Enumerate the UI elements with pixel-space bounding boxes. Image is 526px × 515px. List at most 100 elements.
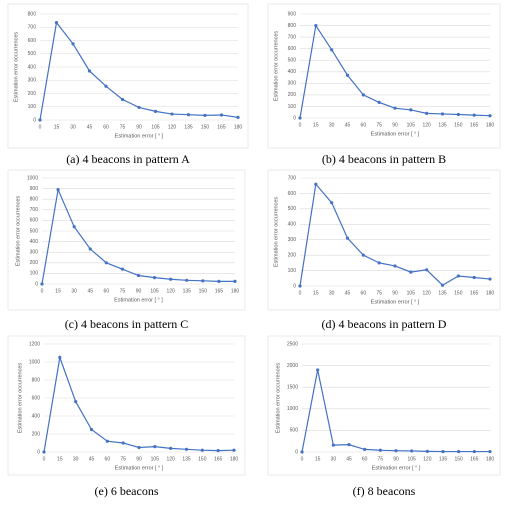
x-tick-label: 120 — [422, 122, 431, 128]
chart-frame — [7, 3, 249, 149]
y-tick-label: 2500 — [287, 341, 298, 347]
data-point — [345, 73, 350, 77]
x-tick-label: 75 — [120, 288, 126, 294]
x-tick-label: 165 — [470, 456, 479, 462]
caption: (e) 6 beacons — [95, 484, 159, 498]
data-point — [331, 443, 335, 447]
x-tick-label: 30 — [329, 290, 335, 296]
x-tick-label: 60 — [103, 124, 109, 130]
data-point — [169, 277, 173, 281]
y-tick-label: 800 — [28, 11, 37, 17]
data-point — [236, 115, 240, 119]
y-axis-title: Estimation error occurrences — [275, 363, 281, 434]
x-tick-label: 30 — [331, 456, 337, 462]
y-tick-label: 1200 — [29, 341, 40, 347]
x-tick-label: 15 — [54, 124, 60, 130]
data-point — [472, 275, 476, 280]
data-point — [72, 225, 76, 229]
y-tick-label: 200 — [288, 252, 297, 258]
data-point — [56, 188, 60, 192]
data-point — [186, 113, 191, 117]
y-tick-label: 600 — [28, 38, 37, 44]
data-point — [377, 100, 381, 104]
data-point — [377, 261, 381, 265]
y-tick-label: 200 — [32, 431, 41, 437]
data-point — [232, 448, 236, 452]
y-tick-label: 0 — [295, 449, 298, 455]
data-point — [201, 279, 205, 283]
data-point — [104, 84, 108, 88]
x-tick-label: 75 — [376, 122, 382, 128]
y-tick-label: 500 — [28, 51, 37, 57]
x-tick-label: 0 — [299, 122, 302, 128]
y-tick-label: 200 — [28, 91, 37, 97]
data-point — [87, 69, 92, 73]
x-tick-label: 45 — [345, 290, 351, 296]
data-point — [440, 112, 445, 116]
data-point — [457, 449, 461, 454]
data-point — [330, 48, 334, 52]
x-tick-label: 15 — [57, 456, 63, 462]
y-tick-label: 400 — [288, 222, 297, 228]
data-point — [345, 236, 350, 240]
data-point — [361, 93, 365, 97]
data-point — [298, 284, 302, 288]
x-axis-title: Estimation error [ ° ] — [372, 465, 421, 471]
y-tick-label: 2000 — [287, 363, 298, 369]
x-tick-label: 180 — [486, 122, 495, 128]
data-point — [393, 106, 397, 110]
series-line — [43, 355, 235, 453]
y-axis-title: Estimation error occurrences — [13, 32, 19, 103]
data-point — [472, 449, 476, 454]
data-point — [316, 368, 320, 372]
data-point — [409, 108, 413, 112]
data-point — [361, 253, 365, 257]
y-tick-label: 500 — [288, 206, 297, 212]
data-point — [425, 449, 429, 453]
y-tick-label: 700 — [288, 34, 297, 40]
y-tick-label: 300 — [30, 250, 39, 256]
series-line — [41, 187, 235, 285]
x-tick-label: 30 — [71, 288, 77, 294]
x-axis-title: Estimation error [ ° ] — [371, 299, 420, 305]
x-axis-title: Estimation error [ ° ] — [371, 131, 420, 137]
data-point — [409, 270, 413, 274]
chart-frame — [267, 3, 501, 149]
y-tick-label: 600 — [288, 191, 297, 197]
y-tick-label: 800 — [288, 23, 297, 29]
data-point — [88, 247, 92, 251]
y-tick-label: 1000 — [29, 359, 40, 365]
x-tick-label: 0 — [301, 456, 304, 462]
x-tick-label: 105 — [151, 456, 160, 462]
y-tick-label: 0 — [293, 115, 296, 121]
data-point — [456, 274, 460, 278]
y-tick-label: 0 — [37, 449, 40, 455]
x-tick-label: 120 — [166, 288, 175, 294]
y-tick-label: 500 — [288, 58, 297, 64]
data-point — [393, 264, 397, 268]
y-tick-label: 1000 — [27, 175, 38, 181]
y-tick-label: 300 — [288, 81, 297, 87]
caption: (f) 8 beacons — [353, 484, 416, 498]
x-tick-label: 15 — [313, 290, 319, 296]
y-tick-label: 800 — [32, 377, 41, 383]
x-tick-label: 150 — [201, 124, 210, 130]
x-tick-label: 45 — [87, 288, 93, 294]
y-tick-label: 600 — [288, 46, 297, 52]
x-tick-label: 120 — [423, 456, 432, 462]
x-tick-label: 45 — [346, 456, 352, 462]
x-tick-label: 75 — [120, 124, 126, 130]
data-point — [472, 113, 476, 117]
chart-frame — [7, 169, 246, 311]
x-tick-label: 15 — [313, 122, 319, 128]
x-tick-label: 75 — [120, 456, 126, 462]
data-point — [54, 21, 59, 25]
y-tick-label: 100 — [288, 268, 297, 274]
data-point — [488, 449, 492, 454]
x-tick-label: 105 — [407, 122, 416, 128]
x-tick-label: 105 — [407, 456, 416, 462]
chart-frame — [267, 335, 501, 476]
data-point — [185, 278, 189, 282]
data-point — [203, 113, 207, 117]
